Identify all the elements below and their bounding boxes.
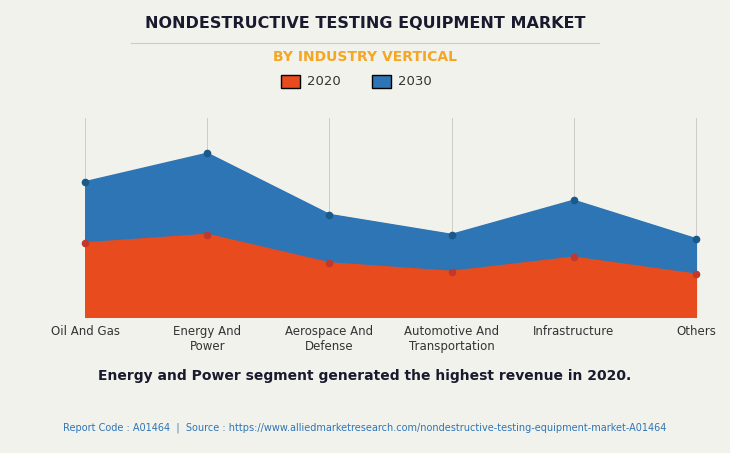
Text: 2030: 2030	[399, 75, 432, 88]
Text: Report Code : A01464  |  Source : https://www.alliedmarketresearch.com/nondestru: Report Code : A01464 | Source : https://…	[64, 422, 666, 433]
Text: BY INDUSTRY VERTICAL: BY INDUSTRY VERTICAL	[273, 50, 457, 64]
Text: NONDESTRUCTIVE TESTING EQUIPMENT MARKET: NONDESTRUCTIVE TESTING EQUIPMENT MARKET	[145, 16, 585, 31]
Text: Energy and Power segment generated the highest revenue in 2020.: Energy and Power segment generated the h…	[99, 369, 631, 383]
Text: 2020: 2020	[307, 75, 341, 88]
